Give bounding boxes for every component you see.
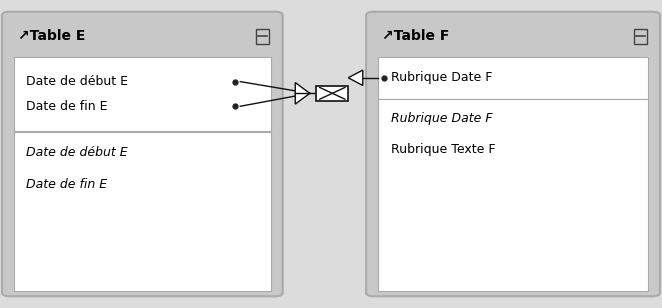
Text: Rubrique Date F: Rubrique Date F	[391, 71, 492, 84]
FancyBboxPatch shape	[366, 12, 660, 296]
Text: Date de début E: Date de début E	[26, 75, 128, 88]
Bar	[14, 132, 271, 291]
Text: Rubrique Texte F: Rubrique Texte F	[391, 143, 495, 156]
Text: ↗Table E: ↗Table E	[18, 29, 85, 43]
Bar	[14, 57, 271, 131]
FancyBboxPatch shape	[2, 12, 283, 296]
Text: Date de début E: Date de début E	[26, 146, 128, 159]
Bar	[378, 57, 648, 99]
Text: ↗Table F: ↗Table F	[382, 29, 449, 43]
Bar	[378, 99, 648, 291]
Polygon shape	[295, 83, 310, 104]
Text: Date de fin E: Date de fin E	[26, 178, 108, 191]
Bar	[634, 29, 647, 44]
Polygon shape	[348, 70, 363, 86]
Bar	[256, 29, 269, 44]
Text: Date de fin E: Date de fin E	[26, 100, 108, 113]
Text: Rubrique Date F: Rubrique Date F	[391, 112, 493, 125]
Bar	[316, 86, 348, 101]
